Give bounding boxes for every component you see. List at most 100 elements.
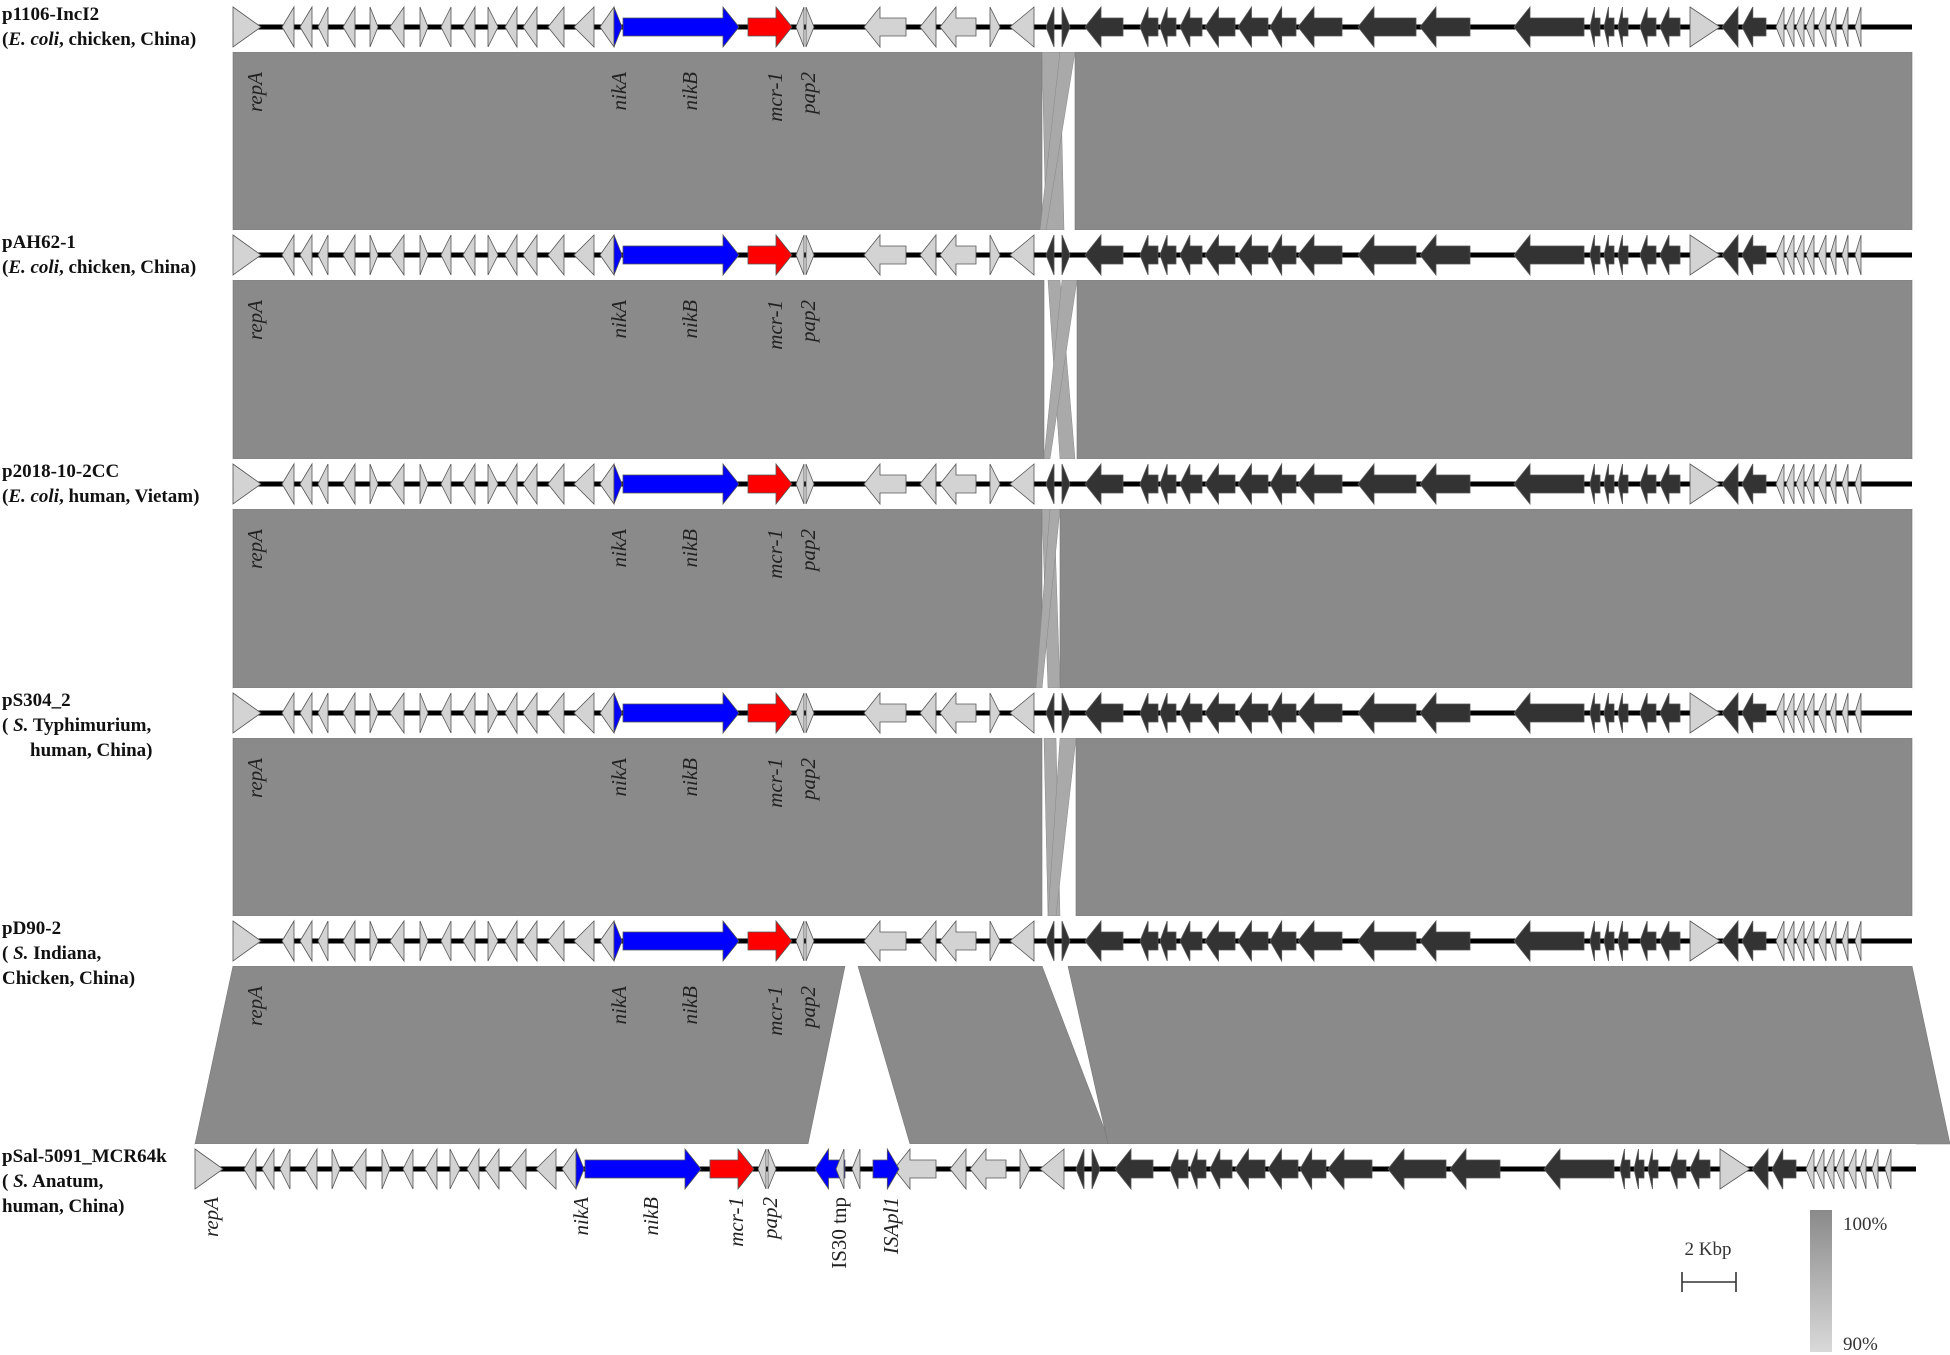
- nikB-gene-arrow: [584, 1147, 702, 1191]
- hypothetical-gene-arrow: [1805, 234, 1815, 276]
- dark-gene-arrow: [1771, 1148, 1797, 1190]
- hypothetical-gene-arrow: [317, 920, 329, 962]
- hypothetical-gene-arrow: [281, 919, 295, 963]
- dark-gene-arrow: [1204, 691, 1236, 735]
- hypothetical-gene-arrow: [389, 462, 405, 506]
- plasmid-name: pSal-5091_MCR64k: [2, 1146, 167, 1167]
- hypothetical-gene-arrow: [1009, 920, 1035, 962]
- nikA-label: nikA: [607, 72, 631, 111]
- hypothetical-gene-arrow: [835, 1148, 845, 1190]
- hypothetical-gene-arrow: [1785, 692, 1795, 734]
- homology-band: [1075, 737, 1913, 917]
- dark-gene-arrow: [1091, 1148, 1101, 1190]
- hypothetical-gene-arrow: [1689, 463, 1721, 505]
- mcr-1-label: mcr-1: [763, 758, 787, 808]
- dark-gene-arrow: [1741, 920, 1767, 962]
- plasmid-host: ( S. Anatum,: [2, 1171, 104, 1192]
- plasmid-label: pS304_2 ( S. Typhimurium, human, China): [2, 688, 232, 763]
- hypothetical-gene-arrow: [1829, 6, 1837, 48]
- hypothetical-gene-arrow: [342, 919, 356, 963]
- hypothetical-gene-arrow: [893, 1147, 937, 1191]
- dark-gene-arrow: [1659, 234, 1681, 276]
- mcr-1-gene-arrow: [747, 233, 793, 277]
- homology-band: [194, 965, 846, 1145]
- dark-gene-arrow: [1603, 234, 1615, 276]
- dark-gene-arrow: [1617, 463, 1629, 505]
- hypothetical-gene-arrow: [851, 1148, 861, 1190]
- plasmid-host: human, China): [30, 740, 153, 761]
- hypothetical-gene-arrow: [281, 462, 295, 506]
- hypothetical-gene-arrow: [484, 1147, 500, 1191]
- homology-band: [1076, 279, 1913, 460]
- mcr-1-label: mcr-1: [763, 986, 787, 1036]
- mcr-1-gene-arrow: [747, 919, 793, 963]
- dark-gene-arrow: [1045, 6, 1055, 48]
- hypothetical-gene-arrow: [939, 233, 977, 277]
- hypothetical-gene-arrow: [1854, 463, 1862, 505]
- hypothetical-gene-arrow: [1805, 463, 1815, 505]
- dark-gene-arrow: [1603, 6, 1615, 48]
- hypothetical-gene-arrow: [1019, 1148, 1031, 1190]
- hypothetical-gene-arrow: [504, 919, 518, 963]
- plasmid-name: p2018-10-2CC: [2, 461, 120, 482]
- hypothetical-gene-arrow: [419, 234, 429, 276]
- dark-gene-arrow: [1084, 462, 1124, 506]
- dark-gene-arrow: [1139, 234, 1159, 276]
- hypothetical-gene-arrow: [1795, 6, 1805, 48]
- hypothetical-gene-arrow: [299, 233, 313, 277]
- hypothetical-gene-arrow: [299, 691, 313, 735]
- repA-label: repA: [243, 300, 267, 340]
- nikB-gene-arrow: [622, 462, 740, 506]
- hypothetical-gene-arrow: [487, 463, 499, 505]
- repA-label: repA: [243, 529, 267, 569]
- dark-gene-arrow: [1589, 6, 1601, 48]
- hypothetical-gene-arrow: [369, 463, 379, 505]
- pap2-gene-arrow: [795, 6, 805, 48]
- homology-band: [232, 737, 1043, 917]
- hypothetical-gene-arrow: [317, 234, 329, 276]
- dark-gene-arrow: [1237, 691, 1269, 735]
- hypothetical-gene-arrow: [573, 692, 595, 734]
- dark-gene-arrow: [1357, 462, 1417, 506]
- dark-gene-arrow: [1751, 1147, 1769, 1191]
- hypothetical-gene-arrow: [419, 920, 429, 962]
- hypothetical-gene-arrow: [279, 1148, 291, 1190]
- dark-gene-arrow: [1297, 233, 1343, 277]
- dark-gene-arrow: [1639, 6, 1657, 48]
- hypothetical-gene-arrow: [504, 233, 518, 277]
- dark-gene-arrow: [1075, 1148, 1085, 1190]
- hypothetical-gene-arrow: [389, 233, 405, 277]
- dark-gene-arrow: [1179, 692, 1203, 734]
- hypothetical-gene-arrow: [1009, 463, 1035, 505]
- hypothetical-gene-arrow: [1009, 6, 1035, 48]
- hypothetical-gene-arrow: [939, 919, 977, 963]
- dark-gene-arrow: [1721, 691, 1739, 735]
- dark-gene-arrow: [1449, 1147, 1501, 1191]
- hypothetical-gene-arrow: [989, 692, 1001, 734]
- dark-gene-arrow: [1159, 6, 1177, 48]
- hypothetical-gene-arrow: [1775, 920, 1785, 962]
- dark-gene-arrow: [1741, 463, 1767, 505]
- hypothetical-gene-arrow: [1829, 692, 1837, 734]
- dark-gene-arrow: [1589, 692, 1601, 734]
- dark-gene-arrow: [1589, 234, 1601, 276]
- hypothetical-gene-arrow: [805, 6, 815, 48]
- hypothetical-gene-arrow: [989, 234, 1001, 276]
- dark-gene-arrow: [1139, 463, 1159, 505]
- repA-label: repA: [243, 72, 267, 112]
- nikB-label: nikB: [678, 300, 702, 339]
- dark-gene-arrow: [1297, 462, 1343, 506]
- hypothetical-gene-arrow: [281, 233, 295, 277]
- dark-gene-arrow: [1045, 920, 1055, 962]
- pap2-gene-arrow: [795, 692, 805, 734]
- hypothetical-gene-arrow: [805, 463, 815, 505]
- dark-gene-arrow: [1721, 462, 1739, 506]
- hypothetical-gene-arrow: [1039, 1148, 1065, 1190]
- hypothetical-gene-arrow: [1785, 920, 1795, 962]
- dark-gene-arrow: [1179, 920, 1203, 962]
- hypothetical-gene-arrow: [1815, 1148, 1825, 1190]
- dark-gene-arrow: [1061, 234, 1071, 276]
- hypothetical-gene-arrow: [351, 1147, 367, 1191]
- hypothetical-gene-arrow: [1795, 234, 1805, 276]
